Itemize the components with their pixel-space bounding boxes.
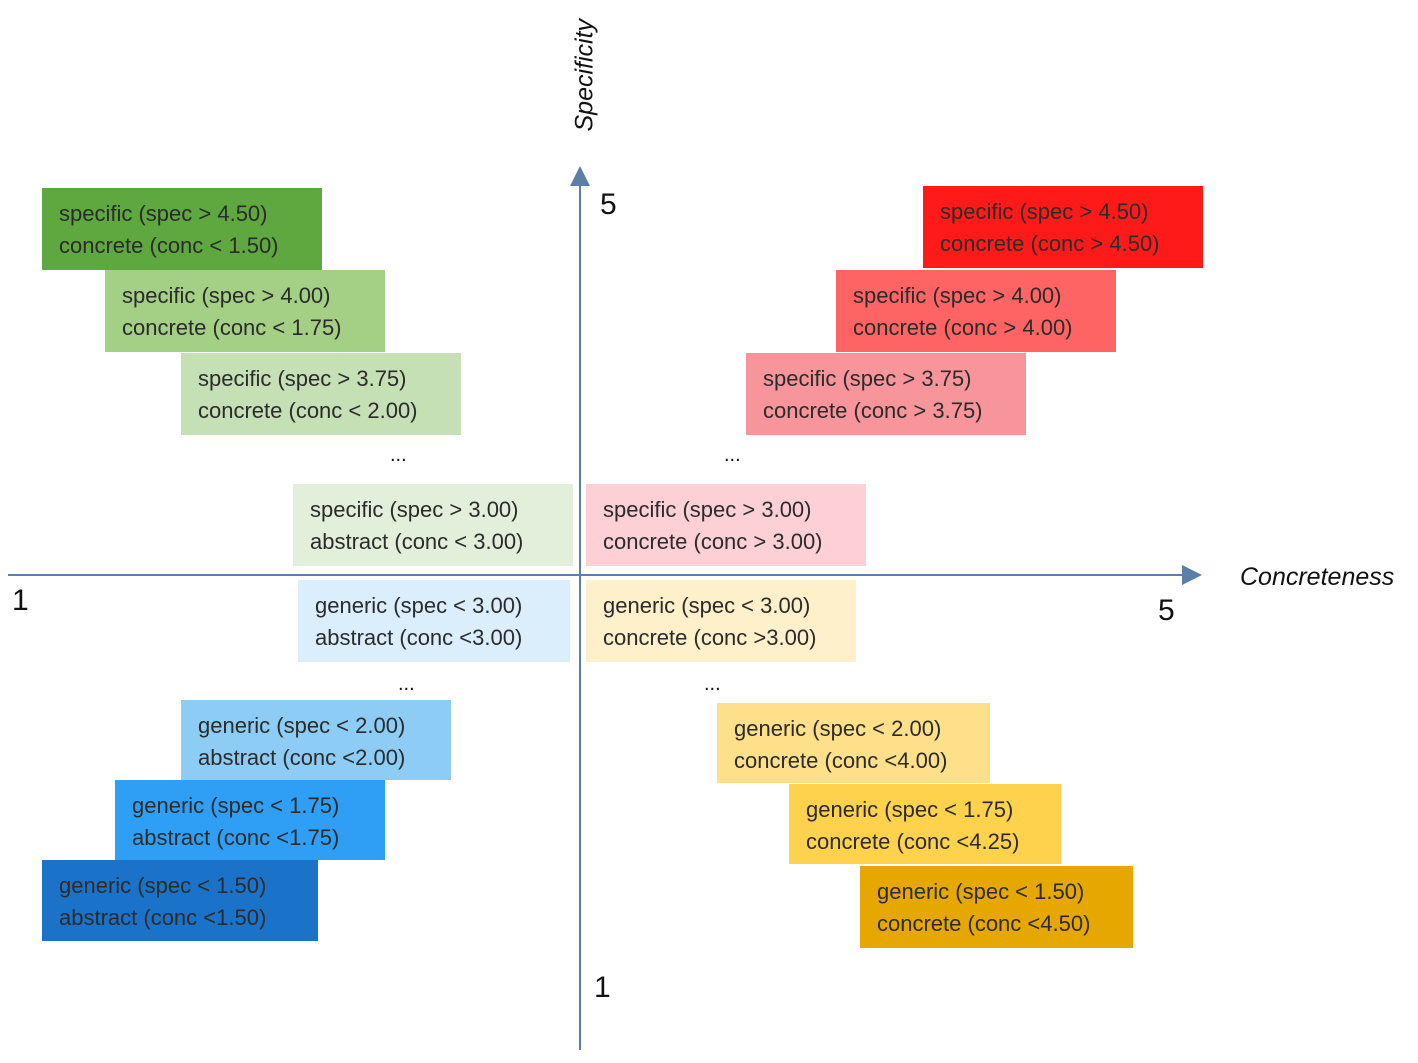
box-line: abstract (conc <1.75)	[132, 825, 340, 850]
condition-box: generic (spec < 1.75) abstract (conc <1.7…	[115, 780, 385, 860]
condition-box: specific (spec > 3.75) concrete (conc > 3…	[746, 353, 1026, 435]
box-line: concrete (conc < 1.50)	[59, 233, 279, 258]
y-max-label: 5	[600, 188, 617, 221]
box-line: generic (spec < 3.00)	[315, 593, 523, 618]
box-line: concrete (conc >3.00)	[603, 625, 817, 650]
x-axis-label: Concreteness	[1240, 563, 1395, 591]
box-line: concrete (conc > 4.00)	[853, 315, 1073, 340]
box-line: abstract (conc <2.00)	[198, 745, 406, 770]
condition-box: generic (spec < 1.75) concrete (conc <4.2…	[789, 784, 1061, 864]
box-line: specific (spec > 4.00)	[122, 283, 331, 308]
box-line: specific (spec > 3.75)	[198, 366, 407, 391]
condition-box: specific (spec > 3.75) concrete (conc < 2…	[181, 353, 461, 435]
y-axis-label: Specificity	[570, 18, 599, 132]
box-line: generic (spec < 1.75)	[806, 797, 1014, 822]
condition-box: specific (spec > 4.00) concrete (conc < 1…	[105, 270, 385, 352]
box-line: generic (spec < 1.75)	[132, 793, 340, 818]
box-line: generic (spec < 1.50)	[59, 873, 267, 898]
y-min-label: 1	[594, 971, 611, 1004]
condition-box: generic (spec < 2.00) concrete (conc <4.0…	[717, 703, 990, 783]
box-line: concrete (conc < 2.00)	[198, 398, 418, 423]
box-line: concrete (conc <4.25)	[806, 829, 1020, 854]
box-line: generic (spec < 3.00)	[603, 593, 811, 618]
ellipsis: ...	[398, 673, 415, 695]
condition-box: generic (spec < 2.00) abstract (conc <2.0…	[181, 700, 451, 780]
condition-box: specific (spec > 3.00) concrete (conc > 3…	[586, 484, 866, 566]
box-line: generic (spec < 1.50)	[877, 879, 1085, 904]
x-min-label: 1	[12, 584, 29, 617]
box-line: abstract (conc <1.50)	[59, 905, 267, 930]
condition-box: specific (spec > 4.50) concrete (conc > 4…	[923, 186, 1203, 268]
box-line: generic (spec < 2.00)	[734, 716, 942, 741]
condition-box: specific (spec > 4.50) concrete (conc < 1…	[42, 188, 322, 270]
box-line: generic (spec < 2.00)	[198, 713, 406, 738]
box-line: specific (spec > 3.00)	[310, 497, 519, 522]
box-line: concrete (conc <4.00)	[734, 748, 948, 773]
ellipsis: ...	[724, 444, 741, 466]
box-line: concrete (conc <4.50)	[877, 911, 1091, 936]
box-line: specific (spec > 4.00)	[853, 283, 1062, 308]
box-line: concrete (conc > 3.75)	[763, 398, 983, 423]
ellipsis: ...	[704, 673, 721, 695]
condition-box: generic (spec < 1.50) concrete (conc <4.5…	[860, 866, 1133, 948]
box-line: specific (spec > 4.50)	[59, 201, 268, 226]
box-line: abstract (conc <3.00)	[315, 625, 523, 650]
condition-box: generic (spec < 3.00) abstract (conc <3.0…	[298, 580, 570, 662]
box-line: concrete (conc > 4.50)	[940, 231, 1160, 256]
condition-box: specific (spec > 3.00) abstract (conc < 3…	[293, 484, 573, 566]
box-line: specific (spec > 3.00)	[603, 497, 812, 522]
condition-box: specific (spec > 4.00) concrete (conc > 4…	[836, 270, 1116, 352]
box-line: specific (spec > 4.50)	[940, 199, 1149, 224]
condition-box: generic (spec < 3.00) concrete (conc >3.0…	[586, 580, 856, 662]
box-line: concrete (conc < 1.75)	[122, 315, 342, 340]
box-line: abstract (conc < 3.00)	[310, 529, 524, 554]
ellipsis: ...	[390, 444, 407, 466]
box-line: specific (spec > 3.75)	[763, 366, 972, 391]
box-line: concrete (conc > 3.00)	[603, 529, 823, 554]
condition-box: generic (spec < 1.50) abstract (conc <1.5…	[42, 860, 318, 941]
x-max-label: 5	[1158, 594, 1175, 627]
